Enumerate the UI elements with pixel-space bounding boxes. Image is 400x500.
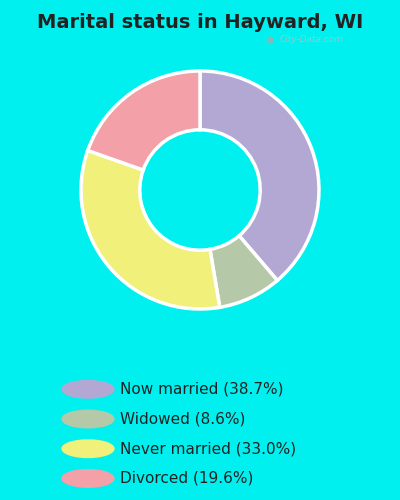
- Text: Never married (33.0%): Never married (33.0%): [120, 441, 296, 456]
- Text: ●: ●: [266, 34, 274, 44]
- Text: Now married (38.7%): Now married (38.7%): [120, 382, 284, 397]
- Wedge shape: [88, 71, 200, 170]
- Text: Divorced (19.6%): Divorced (19.6%): [120, 471, 253, 486]
- Circle shape: [62, 410, 114, 428]
- Circle shape: [62, 470, 114, 487]
- Circle shape: [62, 440, 114, 458]
- Text: Marital status in Hayward, WI: Marital status in Hayward, WI: [37, 12, 363, 32]
- Text: Widowed (8.6%): Widowed (8.6%): [120, 412, 245, 426]
- Wedge shape: [81, 150, 220, 309]
- Text: City-Data.com: City-Data.com: [280, 35, 344, 44]
- Circle shape: [62, 380, 114, 398]
- Wedge shape: [200, 71, 319, 280]
- Wedge shape: [210, 236, 277, 308]
